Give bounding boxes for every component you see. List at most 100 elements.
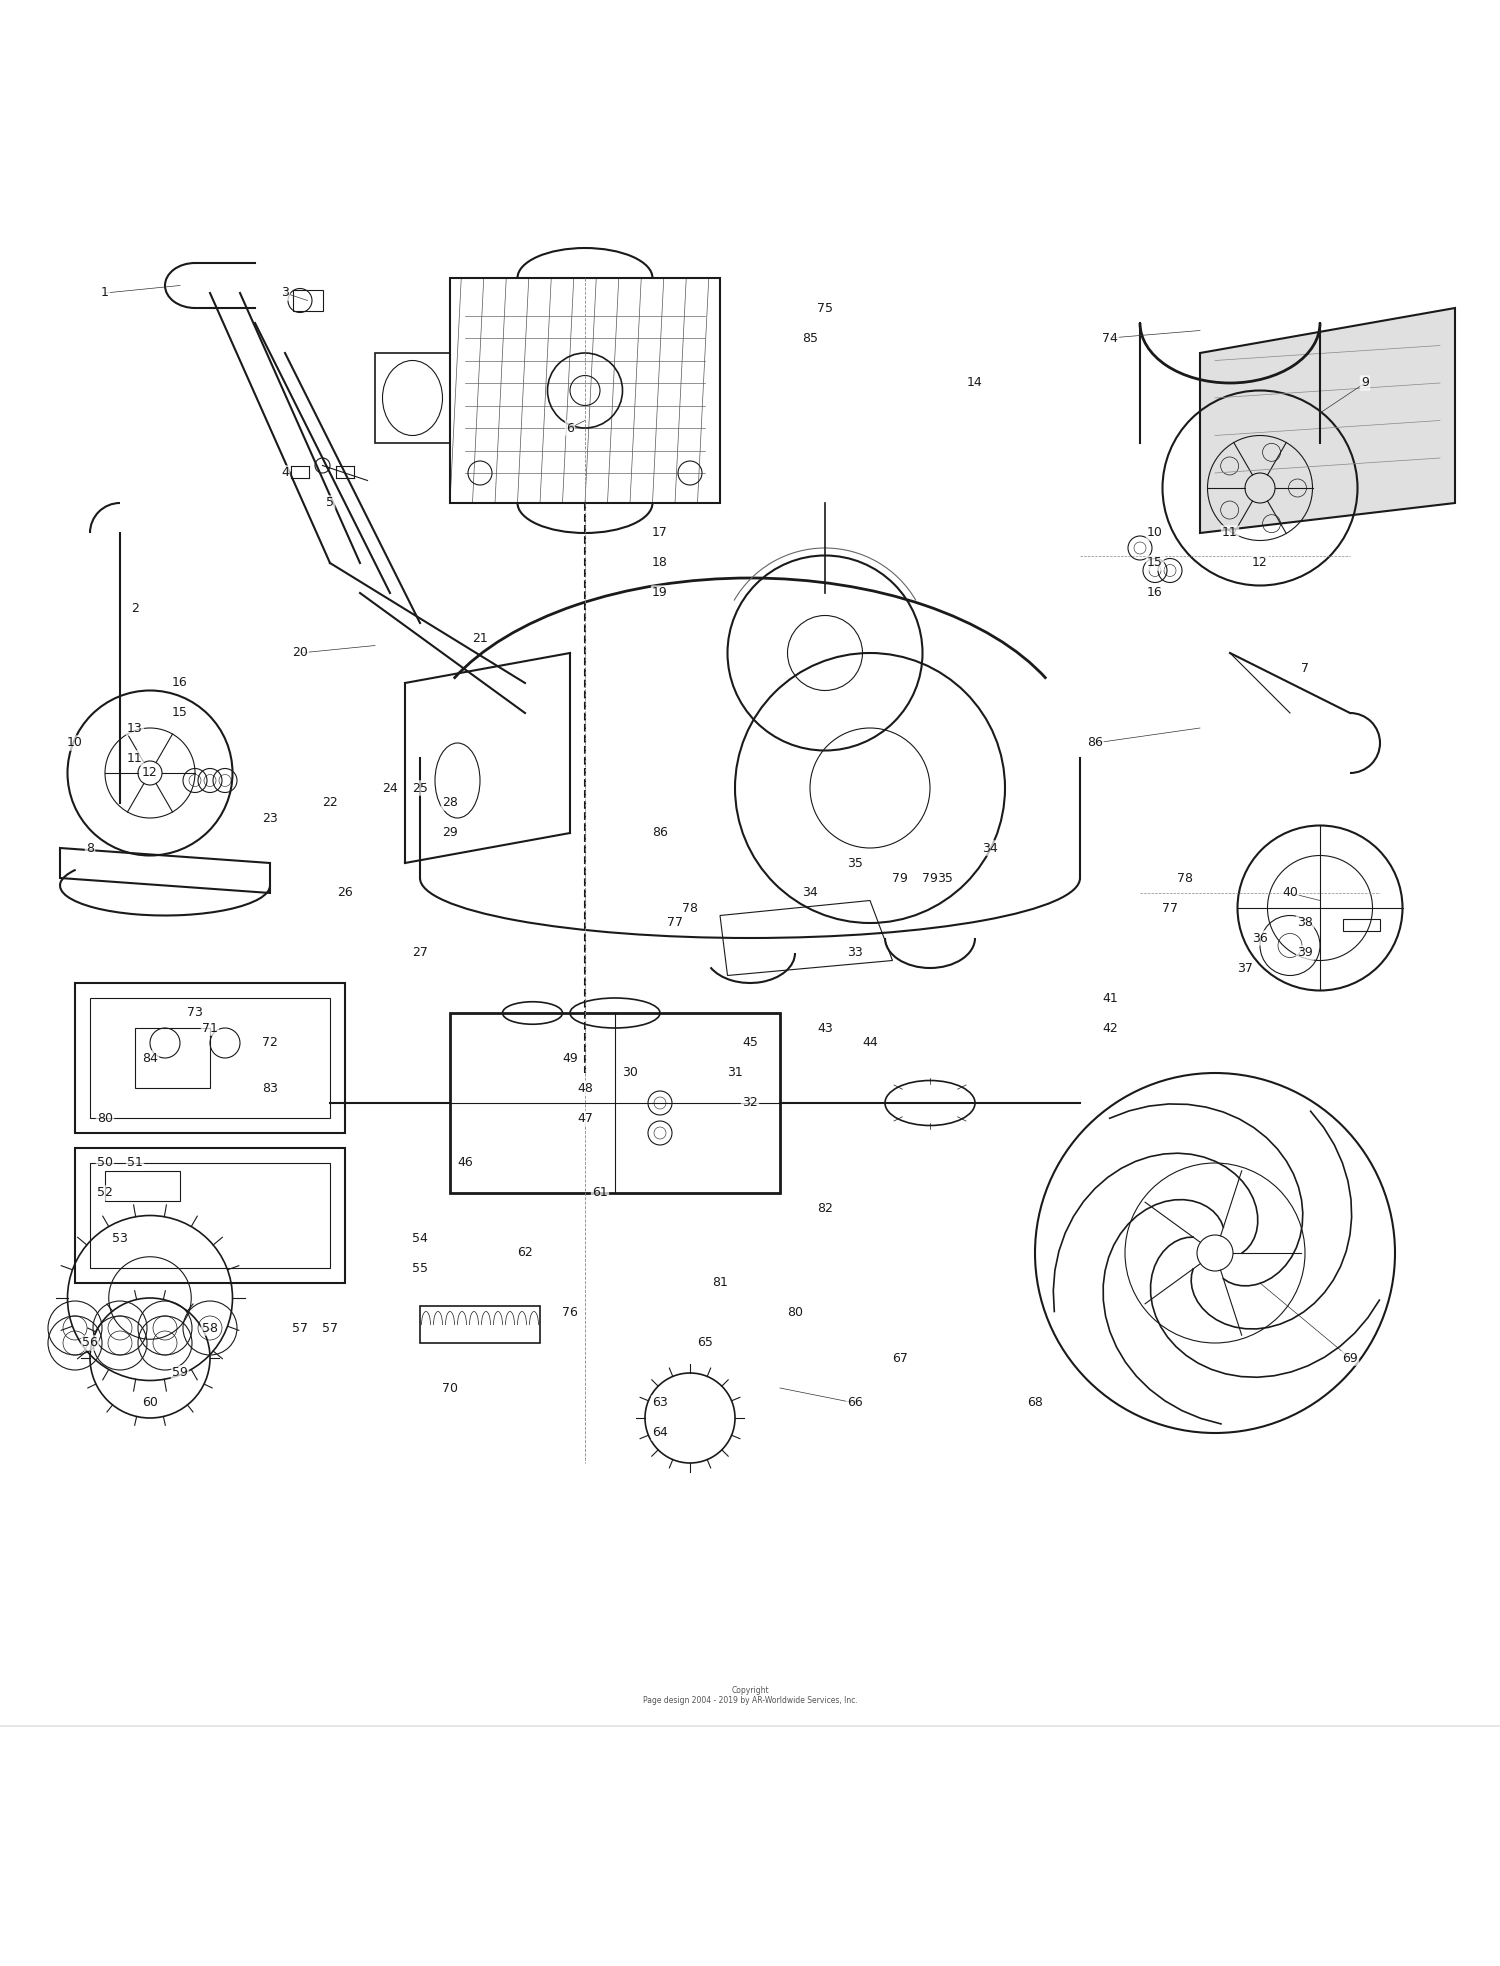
Text: 57: 57 xyxy=(292,1321,308,1335)
Text: 53: 53 xyxy=(112,1231,128,1244)
Text: 45: 45 xyxy=(742,1036,758,1050)
Text: 83: 83 xyxy=(262,1081,278,1095)
Bar xyxy=(105,1170,180,1201)
Text: 82: 82 xyxy=(818,1201,833,1215)
Text: 2: 2 xyxy=(130,602,140,615)
Bar xyxy=(450,277,720,503)
Text: 34: 34 xyxy=(982,841,998,855)
Text: 1: 1 xyxy=(100,287,109,299)
Text: 72: 72 xyxy=(262,1036,278,1050)
Text: 41: 41 xyxy=(1102,991,1118,1005)
Text: 70: 70 xyxy=(442,1382,458,1394)
Text: 65: 65 xyxy=(698,1337,712,1349)
Text: 54: 54 xyxy=(413,1231,428,1244)
Text: 26: 26 xyxy=(338,887,352,900)
Text: 64: 64 xyxy=(652,1427,668,1439)
Text: 76: 76 xyxy=(562,1307,578,1319)
Text: 59: 59 xyxy=(172,1366,188,1380)
Text: 86: 86 xyxy=(652,826,668,839)
Text: 20: 20 xyxy=(292,647,308,659)
Text: 19: 19 xyxy=(652,586,668,600)
Text: 78: 78 xyxy=(682,902,698,914)
Text: 38: 38 xyxy=(1298,916,1312,930)
Text: 52: 52 xyxy=(98,1187,112,1199)
Text: 16: 16 xyxy=(1148,586,1162,600)
Bar xyxy=(75,1148,345,1284)
Text: 12: 12 xyxy=(1252,556,1268,570)
Text: 22: 22 xyxy=(322,796,338,810)
Text: 6: 6 xyxy=(566,421,574,434)
Text: 61: 61 xyxy=(592,1187,608,1199)
Text: 71: 71 xyxy=(202,1022,217,1034)
Text: 4: 4 xyxy=(280,466,290,480)
Text: 5: 5 xyxy=(326,497,334,509)
Text: 44: 44 xyxy=(862,1036,877,1050)
Text: 86: 86 xyxy=(1088,737,1102,749)
Bar xyxy=(90,999,330,1119)
Text: 80: 80 xyxy=(788,1307,802,1319)
Text: 10: 10 xyxy=(1148,527,1162,539)
Text: 58: 58 xyxy=(202,1321,217,1335)
Text: 33: 33 xyxy=(847,946,862,959)
Text: 56: 56 xyxy=(82,1337,98,1349)
Text: 50: 50 xyxy=(98,1156,112,1170)
Text: 12: 12 xyxy=(142,767,158,779)
Text: 67: 67 xyxy=(892,1351,908,1364)
Text: 55: 55 xyxy=(413,1262,428,1274)
Text: 18: 18 xyxy=(652,556,668,570)
Text: 79: 79 xyxy=(892,871,908,885)
Text: 11: 11 xyxy=(128,751,142,765)
Text: 35: 35 xyxy=(847,857,862,869)
Text: 9: 9 xyxy=(1360,377,1370,389)
Text: 32: 32 xyxy=(742,1097,758,1109)
Text: 16: 16 xyxy=(172,676,188,690)
Text: 74: 74 xyxy=(1102,332,1118,344)
Text: 75: 75 xyxy=(818,301,833,315)
Text: 15: 15 xyxy=(172,706,188,720)
Bar xyxy=(75,983,345,1132)
Text: 57: 57 xyxy=(322,1321,338,1335)
Text: 17: 17 xyxy=(652,527,668,539)
Text: 51: 51 xyxy=(128,1156,142,1170)
Text: 13: 13 xyxy=(128,722,142,735)
Text: 37: 37 xyxy=(1238,961,1252,975)
Text: 35: 35 xyxy=(938,871,952,885)
Text: 77: 77 xyxy=(1162,902,1178,914)
Text: 78: 78 xyxy=(1178,871,1192,885)
Text: 34: 34 xyxy=(802,887,818,900)
Text: 84: 84 xyxy=(142,1052,158,1064)
Text: 81: 81 xyxy=(712,1276,728,1290)
Text: 43: 43 xyxy=(818,1022,833,1034)
Polygon shape xyxy=(1200,309,1455,533)
Text: 77: 77 xyxy=(668,916,682,930)
Bar xyxy=(135,1028,210,1087)
Bar xyxy=(90,1164,330,1268)
Text: 25: 25 xyxy=(413,782,428,794)
Text: 40: 40 xyxy=(1282,887,1298,900)
Text: 63: 63 xyxy=(652,1396,668,1410)
Text: 73: 73 xyxy=(188,1007,202,1020)
Text: 79: 79 xyxy=(922,871,938,885)
Text: 29: 29 xyxy=(442,826,458,839)
Text: 23: 23 xyxy=(262,812,278,824)
Text: 7: 7 xyxy=(1300,661,1310,674)
Text: 3: 3 xyxy=(280,287,290,299)
Text: 39: 39 xyxy=(1298,946,1312,959)
Text: 11: 11 xyxy=(1222,527,1238,539)
Text: 48: 48 xyxy=(578,1081,592,1095)
Text: 62: 62 xyxy=(518,1246,532,1260)
Text: 85: 85 xyxy=(802,332,818,344)
Text: 14: 14 xyxy=(968,377,982,389)
Text: 31: 31 xyxy=(728,1066,742,1079)
Text: 46: 46 xyxy=(458,1156,472,1170)
Text: 68: 68 xyxy=(1028,1396,1042,1410)
Text: 30: 30 xyxy=(622,1066,638,1079)
Text: 28: 28 xyxy=(442,796,458,810)
Text: 60: 60 xyxy=(142,1396,158,1410)
Text: Copyright
Page design 2004 - 2019 by AR-Worldwide Services, Inc.: Copyright Page design 2004 - 2019 by AR-… xyxy=(642,1685,858,1705)
Text: 47: 47 xyxy=(578,1111,592,1125)
Bar xyxy=(1342,918,1380,930)
Text: 69: 69 xyxy=(1342,1351,1358,1364)
Bar xyxy=(292,291,322,311)
Text: 27: 27 xyxy=(413,946,428,959)
